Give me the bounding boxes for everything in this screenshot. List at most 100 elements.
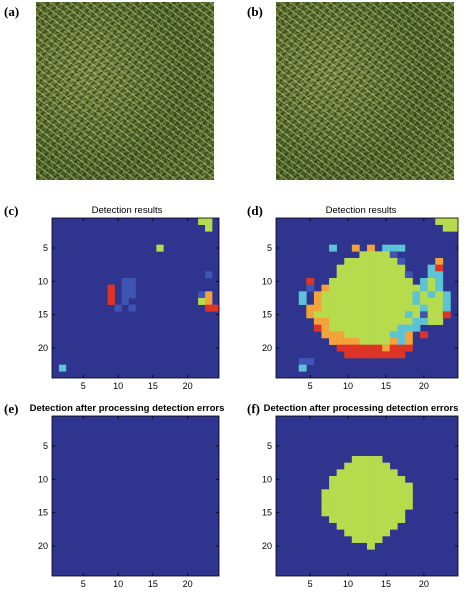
heatmap-cell xyxy=(374,456,383,463)
heatmap-cell xyxy=(374,536,383,543)
heatmap-cell xyxy=(420,291,428,299)
heatmap-cell xyxy=(359,529,368,537)
x-tick-label: 10 xyxy=(113,381,123,391)
panel-label-b: (b) xyxy=(247,4,263,19)
heatmap-cell xyxy=(404,502,413,510)
heatmap-cell xyxy=(351,331,360,339)
heatmap-cell xyxy=(389,476,398,483)
heatmap-cell xyxy=(107,298,115,305)
heatmap-cell xyxy=(128,278,136,285)
heatmap-cell xyxy=(359,278,368,285)
heatmap-cell xyxy=(336,311,345,319)
heatmap-cell xyxy=(374,502,383,510)
heatmap-cell xyxy=(351,338,360,345)
heatmap-cell xyxy=(321,489,330,497)
axes-frame xyxy=(51,217,220,379)
heatmap-cell xyxy=(336,318,345,325)
heatmap-cell xyxy=(128,304,136,312)
heatmap-cell xyxy=(336,278,345,285)
plot-title-d: Detection results xyxy=(325,205,397,216)
heatmap-cell xyxy=(382,331,391,339)
heatmap-cell xyxy=(374,482,383,490)
heatmap-cell xyxy=(427,318,436,325)
heatmap-cell xyxy=(367,271,375,279)
heatmap-cell xyxy=(344,271,353,279)
heatmap-cell xyxy=(107,291,115,299)
heatmap-cell xyxy=(427,264,436,272)
heatmap-cell xyxy=(412,304,421,312)
heatmap-cell xyxy=(367,291,375,299)
heatmap-cell xyxy=(351,482,360,490)
heatmap-cell xyxy=(107,284,115,292)
heatmap-cell xyxy=(329,516,337,523)
x-tick-label: 15 xyxy=(381,381,391,391)
heatmap-cell xyxy=(435,298,444,305)
heatmap-cell xyxy=(329,476,337,483)
heatmap-cell xyxy=(382,298,391,305)
heatmap-cell xyxy=(336,476,345,483)
heatmap-cell xyxy=(329,244,337,252)
heatmap-cell xyxy=(389,291,398,299)
heatmap-cell xyxy=(351,489,360,497)
y-tick-label: 15 xyxy=(262,310,272,320)
heatmap-cell xyxy=(389,271,398,279)
heatmap-cell xyxy=(351,291,360,299)
grass-photo-b xyxy=(276,2,454,180)
heatmap-cell xyxy=(374,509,383,517)
heatmap-cell xyxy=(344,298,353,305)
heatmap-cell xyxy=(321,298,330,305)
heatmap-cell xyxy=(397,331,406,339)
heatmap-cell xyxy=(344,489,353,497)
heatmap-cell xyxy=(374,311,383,319)
heatmap-cell xyxy=(397,324,406,332)
heatmap-c: 5 10 15 20 5 10 15 20 xyxy=(38,217,220,391)
heatmap-cell xyxy=(344,258,353,265)
panel-label-f: (f) xyxy=(247,401,260,416)
heatmap-cell xyxy=(359,344,368,352)
heatmap-cell xyxy=(397,476,406,483)
heatmap-cell xyxy=(382,344,391,352)
x-tick-label: 5 xyxy=(308,579,313,589)
heatmap-cell xyxy=(382,264,391,272)
heatmap-cell xyxy=(412,324,421,332)
heatmap-cell xyxy=(351,351,360,359)
heatmap-cell xyxy=(205,271,213,279)
heatmap-cell xyxy=(351,244,360,252)
heatmap-cell xyxy=(404,298,413,305)
x-tick-label: 10 xyxy=(113,579,123,589)
heatmap-cell xyxy=(367,264,375,272)
heatmap-cell xyxy=(435,291,444,299)
heatmap-cell xyxy=(344,482,353,490)
heatmap-cell xyxy=(336,284,345,292)
heatmap-cell xyxy=(336,489,345,497)
heatmap-cell xyxy=(359,496,368,503)
heatmap-cell xyxy=(351,516,360,523)
heatmap-cell xyxy=(351,476,360,483)
y-tick-label: 15 xyxy=(38,310,48,320)
heatmap-cell xyxy=(306,304,315,312)
heatmap-cell xyxy=(404,489,413,497)
heatmap-cell xyxy=(404,324,413,332)
heatmap-cell xyxy=(351,536,360,543)
heatmap-cell xyxy=(374,304,383,312)
heatmap-cell xyxy=(427,304,436,312)
heatmap-cell xyxy=(336,264,345,272)
heatmap-cell xyxy=(344,469,353,477)
heatmap-cell xyxy=(382,271,391,279)
heatmap-cell xyxy=(382,258,391,265)
heatmap-cell xyxy=(397,496,406,503)
heatmap-cell xyxy=(450,218,459,225)
heatmap-cell xyxy=(306,358,315,365)
heatmap-cell xyxy=(359,502,368,510)
heatmap-cell xyxy=(374,251,383,259)
heatmap-cell xyxy=(420,284,428,292)
heatmap-cell xyxy=(128,291,136,299)
heatmap-cell xyxy=(374,278,383,285)
heatmap-cell xyxy=(389,351,398,359)
heatmap-cell xyxy=(298,291,307,299)
heatmap-cell xyxy=(420,311,428,319)
heatmap-cell xyxy=(329,324,337,332)
x-tick-label: 5 xyxy=(81,381,86,391)
heatmap-cell xyxy=(435,311,444,319)
heatmap-cell xyxy=(374,522,383,530)
